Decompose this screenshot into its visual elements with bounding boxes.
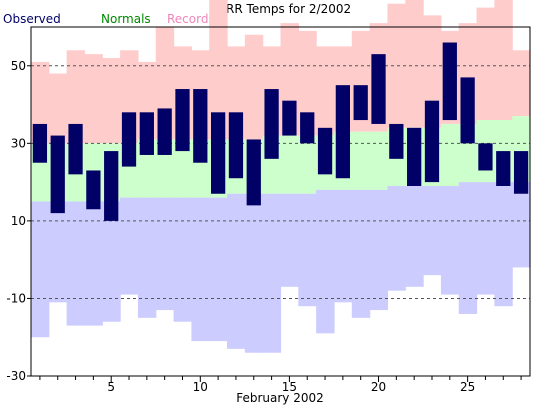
record-high-band	[209, 0, 228, 140]
record-low-band	[137, 197, 157, 318]
observed-bar	[513, 151, 529, 194]
record-low-band	[244, 193, 264, 353]
plot-area: 50 30 10 -10 -30 5 10 15 20 25	[6, 0, 531, 394]
record-low-band	[351, 189, 371, 318]
observed-bar	[175, 89, 190, 152]
record-low-band	[48, 201, 68, 303]
record-low-band	[191, 197, 210, 342]
observed-bar	[300, 112, 315, 144]
record-low-band	[31, 201, 50, 338]
record-high-band	[405, 0, 424, 128]
record-low-band	[387, 185, 406, 291]
record-high-band	[387, 3, 406, 128]
observed-bar	[32, 123, 48, 163]
record-low-band	[458, 182, 478, 314]
observed-bar	[353, 85, 368, 121]
record-high-band	[494, 0, 513, 121]
observed-bar	[478, 143, 493, 171]
record-low-band	[209, 197, 228, 342]
record-low-band	[66, 201, 86, 326]
record-high-band	[298, 30, 317, 136]
record-low-band	[298, 193, 317, 307]
normal-band	[440, 123, 460, 186]
chart-title: KGRR Temps for 2/2002	[209, 2, 351, 16]
normal-band	[173, 139, 192, 198]
x-tick-label: 5	[107, 380, 115, 394]
observed-bar	[496, 151, 511, 186]
record-low-band	[405, 185, 424, 287]
record-high-band	[244, 34, 264, 140]
observed-bar	[157, 108, 172, 155]
observed-bar	[210, 112, 226, 194]
record-low-band	[227, 193, 246, 349]
record-low-band	[280, 193, 299, 287]
normal-band	[280, 135, 299, 194]
record-high-band	[316, 46, 335, 136]
record-high-band	[31, 61, 50, 144]
record-high-band	[102, 58, 121, 144]
observed-bar	[139, 112, 154, 155]
record-high-band	[423, 15, 442, 128]
record-low-band	[120, 197, 139, 295]
observed-bar	[389, 123, 404, 159]
y-tick-label: -10	[6, 291, 26, 305]
record-low-band	[316, 189, 335, 334]
record-low-band	[369, 189, 389, 311]
observed-bar	[460, 77, 475, 144]
x-axis-label: February 2002	[236, 391, 324, 405]
observed-bar	[68, 123, 83, 175]
legend-normals: Normals	[101, 12, 151, 26]
observed-bar	[121, 112, 137, 167]
x-tick-label: 10	[193, 380, 208, 394]
record-low-band	[494, 182, 513, 307]
x-tick-label: 25	[460, 380, 475, 394]
observed-bar	[193, 89, 208, 163]
plot-frame	[30, 26, 531, 377]
record-high-band	[476, 7, 495, 121]
observed-bar	[317, 127, 333, 175]
legend-records: Records	[167, 12, 215, 26]
normal-band	[369, 131, 389, 190]
observed-bar	[246, 139, 261, 206]
y-tick-label: 30	[11, 136, 26, 150]
y-tick-label: 10	[11, 214, 26, 228]
observed-bar	[371, 54, 386, 124]
record-low-band	[262, 193, 282, 353]
y-tick-label: 50	[11, 59, 26, 73]
record-low-band	[333, 189, 353, 303]
legend-observed: Observed	[3, 12, 61, 26]
observed-bar	[282, 100, 297, 136]
x-tick-label: 20	[371, 380, 386, 394]
y-tick-label: -30	[6, 369, 26, 383]
observed-bar	[86, 170, 101, 210]
normal-band	[351, 131, 371, 190]
observed-bar	[228, 112, 244, 179]
record-high-band	[66, 50, 86, 144]
record-low-band	[440, 185, 460, 295]
observed-bar	[442, 42, 457, 121]
observed-bar	[335, 85, 351, 179]
observed-bar	[424, 100, 440, 183]
record-low-band	[512, 182, 531, 268]
x-tick-label: 15	[282, 380, 297, 394]
record-high-band	[48, 73, 68, 144]
record-low-band	[84, 201, 103, 326]
record-low-band	[102, 201, 121, 322]
record-high-band	[84, 54, 103, 144]
observed-bar	[264, 89, 279, 159]
record-low-band	[173, 197, 192, 322]
normal-band	[298, 135, 317, 194]
observed-bar	[50, 135, 65, 214]
record-low-band	[155, 197, 175, 311]
observed-bar	[407, 127, 422, 186]
observed-bar	[104, 151, 119, 221]
record-low-band	[476, 182, 495, 295]
record-high-band	[512, 50, 531, 117]
record-low-band	[423, 185, 442, 276]
